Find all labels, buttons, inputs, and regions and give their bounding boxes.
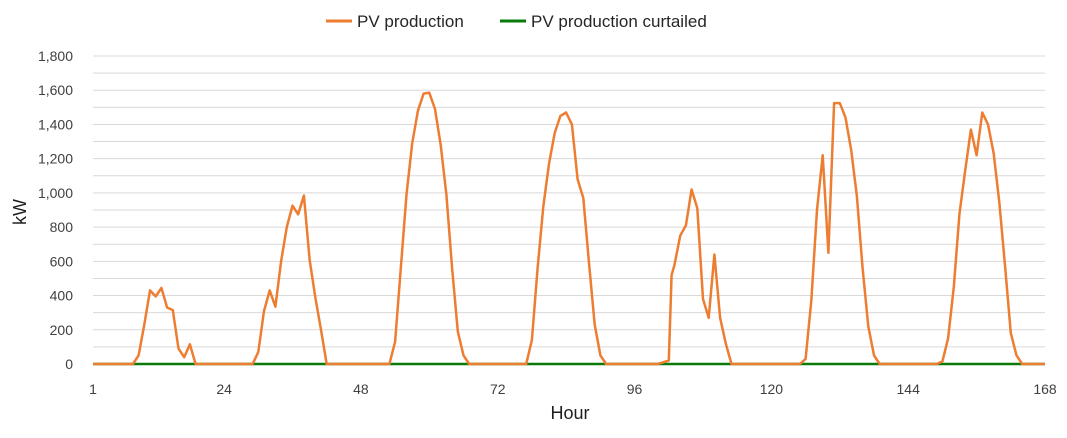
y-tick-label: 1,000 (38, 185, 73, 201)
legend-label: PV production (357, 12, 464, 31)
x-tick-label: 144 (897, 381, 921, 397)
x-axis-ticks: 1 24 48 72 96 120 144 168 (89, 381, 1057, 397)
x-tick-label: 1 (89, 381, 97, 397)
series-line-pv-production (93, 91, 1045, 366)
y-tick-label: 0 (65, 356, 73, 372)
y-tick-label: 1,200 (38, 151, 73, 167)
y-tick-label: 800 (50, 219, 74, 235)
x-tick-label: 48 (353, 381, 369, 397)
series-lines (93, 91, 1045, 366)
x-axis-title: Hour (550, 403, 589, 423)
x-tick-label: 72 (490, 381, 506, 397)
y-axis-ticks: 0 200 400 600 800 1,000 1,200 1,400 1,600 1,800 (38, 48, 73, 372)
y-tick-label: 400 (50, 288, 74, 304)
y-tick-label: 200 (50, 322, 74, 338)
y-tick-label: 600 (50, 253, 74, 269)
y-tick-label: 1,600 (38, 82, 73, 98)
y-tick-label: 1,800 (38, 48, 73, 64)
x-tick-label: 168 (1033, 381, 1057, 397)
x-tick-label: 96 (627, 381, 643, 397)
gridlines (93, 55, 1045, 365)
legend-label: PV production curtailed (531, 12, 707, 31)
x-tick-label: 120 (760, 381, 784, 397)
y-tick-label: 1,400 (38, 116, 73, 132)
legend: PV production PV production curtailed (326, 12, 707, 31)
x-tick-label: 24 (216, 381, 232, 397)
y-axis-title: kW (10, 199, 30, 225)
